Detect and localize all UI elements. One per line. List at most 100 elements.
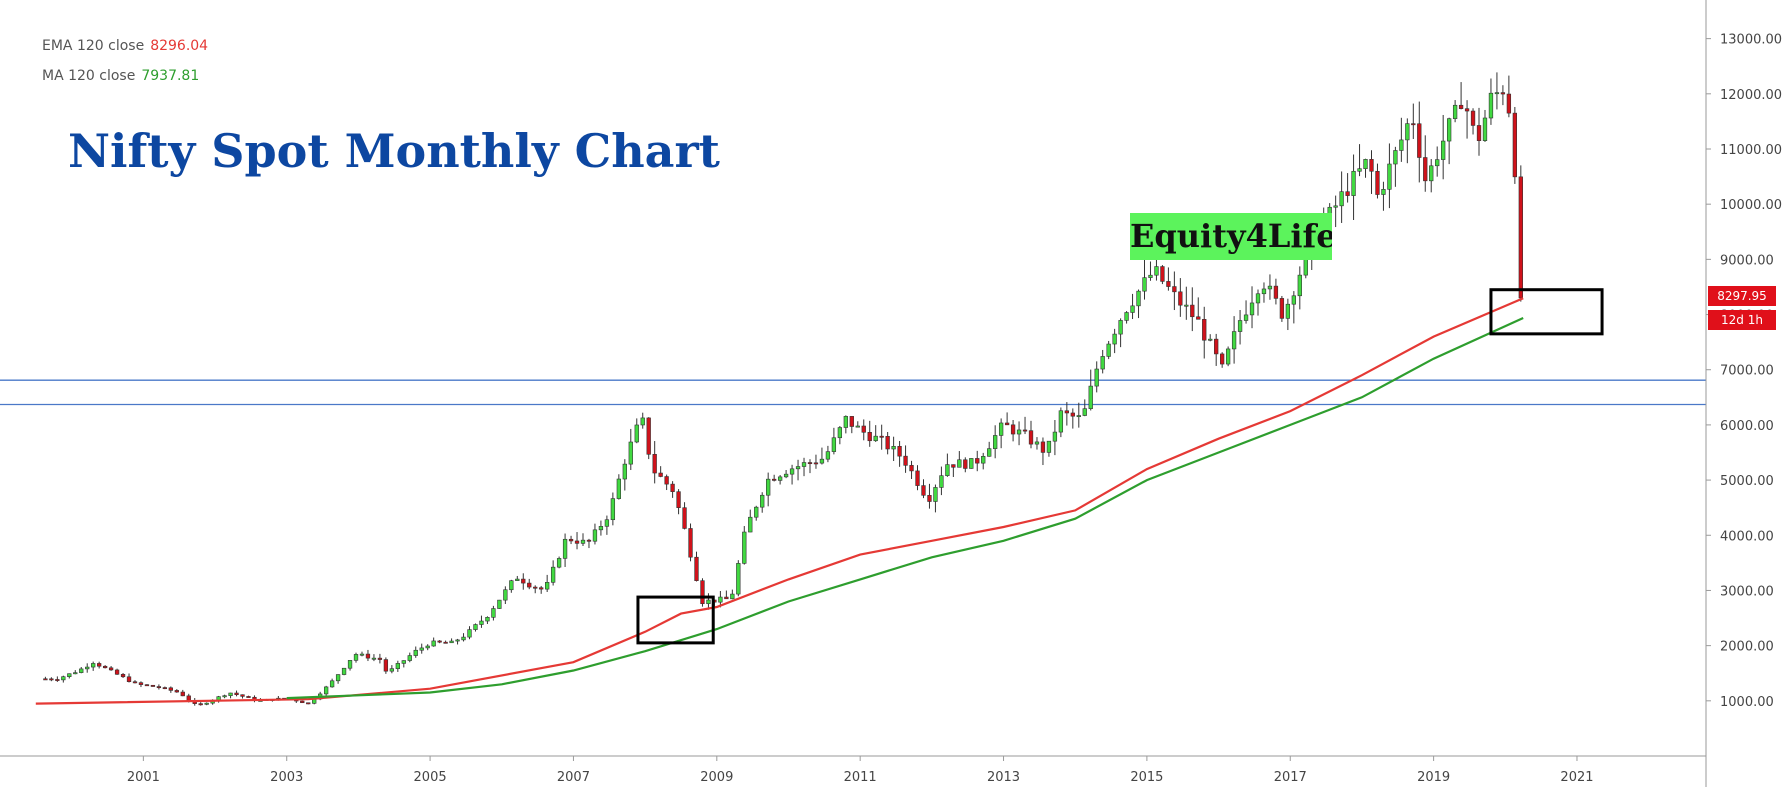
candle-up [401, 660, 406, 664]
candle-up [748, 516, 753, 533]
candle-up [1249, 302, 1255, 316]
candle-up [1297, 274, 1302, 297]
candle-down [1010, 424, 1016, 435]
candle-up [981, 456, 986, 464]
candle-down [97, 663, 102, 667]
highlight-boxes [636, 288, 1604, 645]
candle-up [204, 702, 209, 705]
candle-down [1476, 125, 1482, 141]
x-tick-label: 2003 [270, 770, 303, 785]
candle-down [1273, 285, 1279, 299]
candle-up [783, 473, 789, 478]
candle-up [1381, 189, 1386, 195]
candle-up [413, 649, 418, 656]
y-tick-label: 3000.00 [1720, 584, 1774, 599]
candle-down [533, 586, 538, 589]
candle-up [1076, 415, 1081, 418]
last-price-tag: 8297.95 [1708, 286, 1776, 306]
candle-up [933, 487, 938, 502]
candle-up [1237, 320, 1243, 332]
x-tick-label: 2011 [844, 770, 877, 785]
candle-up [604, 519, 610, 527]
candle-down [885, 436, 890, 450]
candle-down [1196, 316, 1201, 320]
candle-down [879, 435, 884, 438]
candle-down [921, 485, 926, 496]
candle-down [1512, 112, 1518, 178]
candle-up [1124, 312, 1129, 321]
candle-down [664, 476, 669, 485]
candle-up [1243, 314, 1249, 321]
candle-up [419, 647, 424, 651]
candle-down [586, 539, 592, 542]
candle-up [479, 620, 484, 625]
candle-up [491, 608, 496, 618]
candle-up [801, 462, 807, 467]
candle-up [335, 674, 341, 682]
candle-down [150, 684, 156, 687]
candle-up [545, 582, 550, 590]
candle-up [580, 539, 586, 544]
candle-down [539, 587, 544, 590]
candle-down [849, 416, 854, 427]
candle-down [1417, 123, 1422, 158]
horizontal-support-lines [0, 379, 1706, 406]
candle-down [55, 679, 60, 681]
candle-up [503, 589, 508, 601]
y-tick-label: 10000.00 [1720, 198, 1782, 213]
candle-down [1040, 441, 1046, 453]
candle-up [736, 563, 741, 595]
candlesticks [43, 72, 1523, 706]
candle-down [1470, 110, 1476, 126]
candle-down [951, 464, 956, 468]
candle-up [1441, 140, 1446, 160]
candle-down [652, 454, 657, 474]
candle-up [329, 680, 335, 688]
candle-down [1506, 93, 1512, 114]
moving-average-lines [35, 297, 1524, 705]
candle-up [939, 475, 944, 488]
candle-down [1279, 298, 1285, 319]
candle-down [174, 690, 179, 693]
candle-up [622, 463, 627, 480]
candle-up [79, 668, 84, 673]
candle-up [550, 566, 556, 583]
candle-down [1022, 429, 1028, 432]
candle-up [819, 458, 825, 464]
y-tick-label: 9000.00 [1720, 253, 1774, 268]
candle-down [813, 462, 819, 465]
candle-up [1429, 165, 1434, 182]
candle-up [1435, 159, 1440, 167]
y-tick-label: 2000.00 [1720, 640, 1774, 655]
candle-down [1500, 92, 1506, 95]
candle-up [1482, 117, 1488, 141]
candle-down [1518, 176, 1523, 299]
candle-up [1393, 150, 1398, 165]
legend-ma: MA 120 close 7937.81 [42, 68, 199, 84]
candle-down [1202, 319, 1207, 341]
ema-line [35, 297, 1524, 705]
candle-up [754, 506, 759, 518]
candle-up [760, 494, 765, 508]
candle-up [467, 629, 472, 638]
candle-down [807, 462, 813, 465]
candle-down [234, 692, 239, 696]
candle-up [1387, 163, 1392, 190]
candle-up [1261, 288, 1267, 295]
candle-down [527, 582, 532, 588]
x-tick-label: 2007 [557, 770, 590, 785]
candle-down [670, 483, 675, 492]
y-tick-label: 11000.00 [1720, 143, 1782, 158]
candle-down [377, 657, 383, 660]
legend-ma-value: 7937.81 [141, 68, 200, 84]
x-tick-label: 2013 [987, 770, 1020, 785]
candle-up [1291, 295, 1296, 305]
candle-up [1046, 440, 1052, 453]
candle-up [1225, 348, 1231, 365]
x-tick-label: 2001 [127, 770, 160, 785]
candle-up [485, 617, 490, 622]
candle-up [1285, 303, 1291, 319]
candle-up [347, 660, 353, 669]
candle-up [831, 437, 837, 452]
